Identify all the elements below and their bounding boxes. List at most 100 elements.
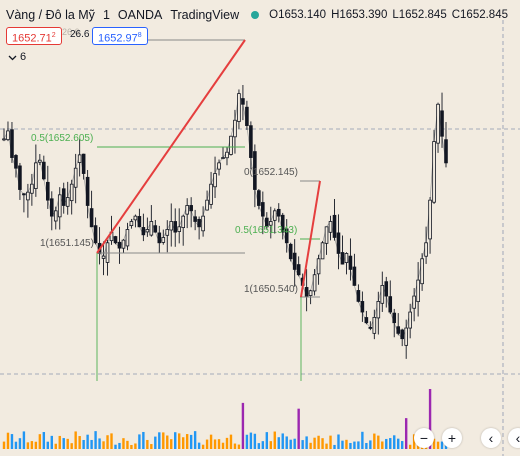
candle-body [409,312,412,328]
fib-label-0-b: 0(1652.145) [244,167,298,178]
candle-body [182,216,185,227]
volume-bar [258,443,260,449]
fib-label-0-5-b: 0.5(1651.343) [235,225,297,236]
candle-body [158,233,161,243]
candle-body [114,237,117,243]
candle-body [405,328,408,345]
fib-mid-levels [97,147,320,381]
volume-bar [293,439,295,449]
volume-bar [186,434,188,449]
volume-bar [55,444,57,449]
candle-body [86,177,89,205]
fib-label-1-a: 1(1651.145) [40,238,94,249]
volume-bar [110,433,112,449]
candle-body [54,211,57,221]
volume-bar [130,445,132,449]
scroll-left-button[interactable]: ‹ [481,428,501,448]
candle-body [134,216,137,220]
candle-body [389,297,392,312]
candle-body [242,99,245,105]
volume-bar [377,436,379,449]
candle-body [78,155,81,163]
ohlc-close: C1652.845 [452,9,508,21]
ohlc-low: L1652.845 [392,9,446,21]
candle-body [190,205,193,210]
chevron-down-icon [8,53,17,62]
volume-bar [23,431,25,449]
candle-body [70,184,73,200]
volume-bar [401,441,403,449]
volume-bar [122,438,124,449]
volume-bar [90,440,92,449]
volume-bar [35,442,37,449]
candle-body [142,227,145,234]
candle-body [345,253,348,262]
zoom-out-button[interactable]: − [414,428,434,448]
sell-button[interactable]: 1652.712 [6,27,62,45]
candle-body [421,259,424,284]
volume-bar [270,441,272,449]
candle-body [425,243,428,256]
volume-bar [31,441,33,449]
volume-bar [178,433,180,449]
volume-bar [365,443,367,449]
candle-body [23,194,26,195]
candle-body [289,244,292,258]
volume-bar [138,434,140,449]
candle-body [373,317,376,333]
volume-bar [226,438,228,449]
volume-bar [266,432,268,449]
volume-bar [78,436,80,449]
candle-body [118,242,121,248]
volume-bar [198,443,200,449]
candle-body [90,209,93,227]
candle-body [261,203,264,217]
candle-body [293,253,296,269]
volume-bar [150,444,152,449]
interval[interactable]: 1 [103,8,110,22]
candle-body [122,240,125,248]
candle-body [429,200,432,239]
buy-button[interactable]: 1652.978 [92,27,148,45]
volume-bar [282,433,284,449]
volume-bar [82,440,84,449]
volume-bar [250,433,252,449]
volume-bar [361,432,363,449]
ohlc-high: H1653.390 [331,9,387,21]
platform-name: TradingView [170,8,239,22]
candle-body [273,211,276,221]
candle-body [58,195,61,217]
volume-bar [7,433,9,449]
volume-bar [381,441,383,449]
candle-body [130,221,133,225]
candle-body [437,104,440,143]
volume-bar [305,436,307,449]
volume-bar [405,418,407,449]
volume-bar [278,437,280,449]
volume-bar [170,439,172,449]
candle-body [234,120,237,137]
volume-bar [106,435,108,449]
volume-bar [98,438,100,449]
candle-body [94,226,97,243]
volume-bar [134,443,136,449]
volume-bar [385,439,387,449]
volume-bar [369,440,371,449]
indicators-toggle[interactable]: 6 [8,51,26,63]
volume-bar [297,409,299,449]
candle-body [15,155,18,168]
candle-body [353,267,356,285]
volume-bar [246,435,248,449]
volume-bar [11,434,13,449]
volume-bar [254,434,256,449]
candle-body [198,219,201,226]
candle-body [74,168,77,187]
symbol-name[interactable]: Vàng / Đô la Mỹ [6,8,95,22]
candle-body [321,243,324,259]
candle-body [82,154,85,173]
volume-bar [154,437,156,449]
volume-bar [242,403,244,449]
volume-bar [43,432,45,449]
zoom-in-button[interactable]: + [442,428,462,448]
